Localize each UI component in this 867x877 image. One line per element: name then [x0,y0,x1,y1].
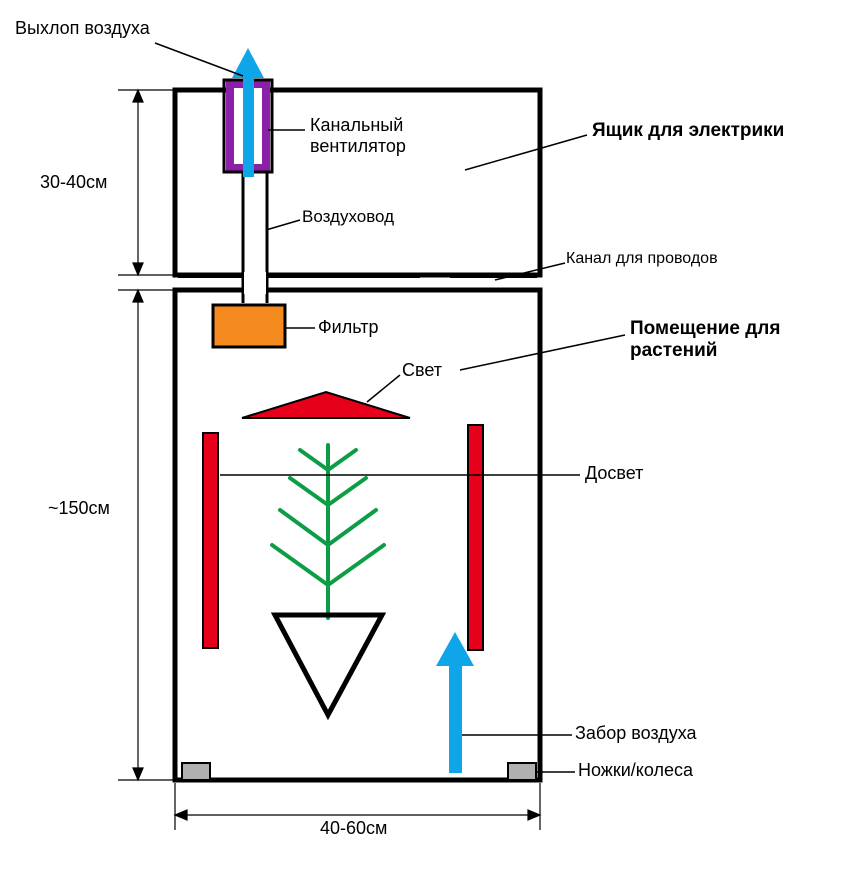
side-light-right [468,425,483,650]
light-triangle [242,392,410,418]
label-light: Свет [402,360,442,381]
label-plant-room: Помещение для растений [630,318,780,362]
label-wire-channel: Канал для проводов [566,250,718,268]
label-dim-top: 30-40см [40,172,107,193]
label-side-light: Досвет [585,463,643,484]
label-exhaust: Выхлоп воздуха [15,18,150,39]
plant [272,445,384,618]
label-air-intake: Забор воздуха [575,723,697,744]
label-electrical-box: Ящик для электрики [592,120,784,142]
label-fan: Канальный вентилятор [310,115,406,157]
leader-duct [266,220,300,230]
label-dim-main: ~150см [48,498,110,519]
leader-light [367,375,400,402]
leader-exhaust [155,43,243,76]
label-duct: Воздуховод [302,207,394,227]
pot [275,615,382,715]
dim-main [118,290,175,780]
dim-top [118,90,175,275]
main-box [175,290,540,780]
side-light-left [203,433,218,648]
filter-box [213,305,285,347]
label-legs: Ножки/колеса [578,760,693,781]
label-dim-width: 40-60см [320,818,387,839]
leader-elecbox [465,135,587,170]
label-filter: Фильтр [318,317,378,338]
leg-left [182,763,210,780]
diagram-canvas: Выхлоп воздуха Канальный вентилятор Ящик… [0,0,867,877]
duct-gap [244,272,266,294]
leg-right [508,763,536,780]
arrow-intake [436,632,474,773]
